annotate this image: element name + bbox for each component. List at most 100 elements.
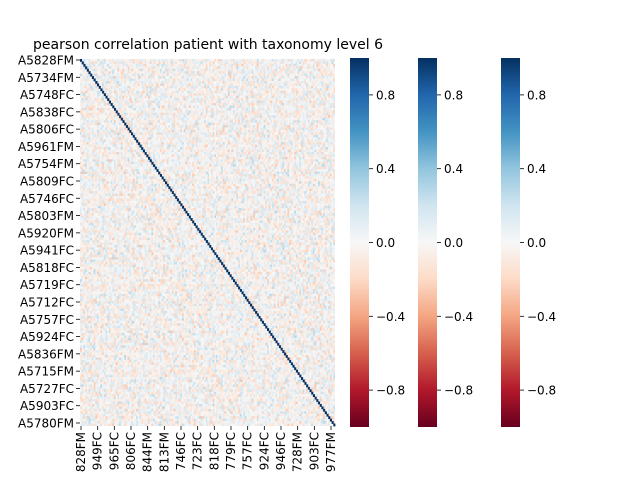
heatmap-cell: [312, 76, 315, 79]
heatmap-cell: [329, 78, 332, 82]
heatmap-cell: [270, 68, 273, 72]
heatmap-cell: [137, 90, 140, 94]
heatmap-cell: [263, 78, 266, 82]
heatmap-cell: [168, 83, 171, 87]
heatmap-cell: [329, 68, 332, 72]
heatmap-cell: [127, 120, 130, 124]
heatmap-cell: [304, 105, 307, 109]
heatmap-cell: [122, 93, 125, 97]
heatmap-cell: [265, 107, 268, 111]
heatmap-cell: [231, 85, 234, 89]
heatmap-cell: [81, 107, 84, 111]
heatmap-cell: [129, 73, 132, 77]
heatmap-cell: [183, 88, 186, 92]
heatmap-cell: [287, 112, 290, 116]
heatmap-cell: [151, 81, 154, 84]
heatmap-cell: [176, 63, 179, 67]
heatmap-cell: [241, 107, 244, 111]
heatmap-cell: [120, 122, 123, 126]
heatmap-cell: [154, 83, 157, 87]
heatmap-cell: [284, 103, 287, 106]
heatmap-cell: [275, 85, 278, 89]
heatmap-cell: [302, 73, 305, 77]
heatmap-cell: [219, 61, 222, 65]
heatmap-cell: [287, 85, 290, 89]
heatmap-cell: [139, 76, 142, 79]
heatmap-cell: [183, 71, 186, 75]
heatmap-cell: [239, 85, 242, 89]
heatmap-cell: [97, 110, 100, 114]
heatmap-cell: [277, 105, 280, 109]
heatmap-cell: [318, 95, 321, 99]
heatmap-cell: [83, 81, 86, 84]
heatmap-cell: [272, 83, 275, 87]
heatmap-cell: [333, 110, 335, 114]
heatmap-cell: [81, 120, 84, 124]
heatmap-cell: [224, 110, 227, 114]
heatmap-cell: [86, 98, 89, 101]
heatmap-cell: [209, 73, 212, 77]
heatmap-cell: [212, 61, 215, 65]
heatmap-cell: [239, 76, 242, 79]
heatmap-cell: [307, 115, 310, 119]
heatmap-cell: [178, 78, 181, 82]
heatmap-cell: [127, 71, 130, 75]
heatmap-cell: [134, 83, 137, 87]
heatmap-cell: [227, 120, 230, 124]
heatmap-cell: [294, 81, 297, 84]
heatmap-cell: [265, 100, 268, 104]
heatmap-cell: [124, 117, 127, 121]
heatmap-cell: [204, 71, 207, 75]
heatmap-cell: [256, 100, 259, 104]
heatmap-cell: [212, 120, 215, 124]
heatmap-cell: [306, 76, 309, 79]
heatmap-cell: [171, 78, 174, 82]
heatmap-cell: [151, 73, 154, 77]
heatmap-cell: [142, 61, 145, 65]
heatmap-cell: [253, 76, 256, 79]
heatmap-cell: [260, 100, 263, 104]
heatmap-cell: [80, 83, 83, 87]
heatmap-cell: [297, 81, 300, 84]
heatmap-cell: [314, 81, 317, 84]
heatmap-cell: [151, 105, 154, 109]
heatmap-cell: [255, 63, 258, 67]
heatmap-cell: [267, 88, 270, 92]
heatmap-cell: [139, 81, 142, 84]
heatmap-cell: [107, 115, 110, 119]
heatmap-cell: [171, 100, 174, 104]
heatmap-cell: [110, 88, 113, 92]
heatmap-cell: [248, 115, 251, 119]
heatmap-cell: [261, 61, 264, 65]
heatmap-cell: [83, 76, 86, 79]
heatmap-cell: [134, 115, 137, 119]
heatmap-cell: [187, 71, 190, 75]
heatmap-cell: [261, 112, 264, 116]
heatmap-cell: [287, 63, 290, 67]
heatmap-cell: [185, 73, 188, 77]
heatmap-cell: [149, 61, 152, 65]
heatmap-cell: [244, 103, 247, 106]
heatmap-cell: [292, 115, 295, 119]
heatmap-cell: [316, 68, 319, 72]
heatmap-cell: [306, 83, 309, 87]
heatmap-cell: [88, 85, 91, 89]
heatmap-cell: [115, 93, 118, 97]
heatmap-cell: [90, 68, 93, 72]
heatmap-cell: [132, 95, 135, 99]
heatmap-cell: [190, 76, 193, 79]
heatmap-cell: [287, 93, 290, 97]
heatmap-cell: [182, 110, 185, 114]
heatmap-cell: [185, 85, 188, 89]
heatmap-cell: [185, 115, 188, 119]
heatmap-cell: [151, 61, 154, 65]
heatmap-cell: [301, 105, 304, 109]
heatmap-cell: [316, 76, 319, 79]
heatmap-cell: [115, 73, 118, 77]
heatmap-cell: [217, 117, 220, 121]
heatmap-cell: [318, 103, 321, 106]
heatmap-cell: [187, 81, 190, 84]
heatmap-cell: [314, 117, 317, 121]
heatmap-cell: [229, 68, 232, 72]
heatmap-cell: [253, 95, 256, 99]
